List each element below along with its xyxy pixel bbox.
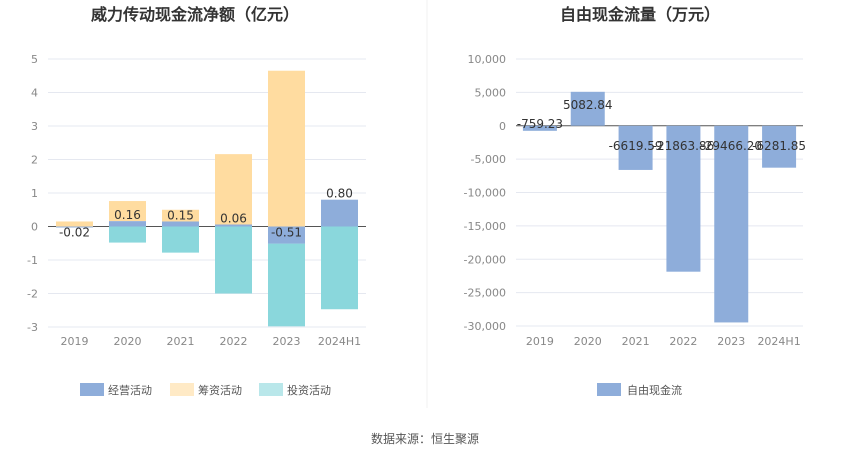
- left-legend-swatch-operating: [80, 383, 104, 396]
- right-chart-title: 自由现金流量（万元）: [560, 5, 720, 24]
- right-legend: 自由现金流: [597, 383, 682, 397]
- left-bar-financing: [215, 154, 252, 225]
- left-y-tick: 2: [31, 154, 38, 167]
- right-y-tick: -10,000: [464, 187, 506, 200]
- right-y-tick: -30,000: [464, 320, 506, 333]
- left-bar-financing: [109, 201, 146, 222]
- right-x-tick: 2022: [669, 335, 697, 348]
- left-x-tick: 2023: [273, 335, 301, 348]
- right-bar: [570, 91, 605, 126]
- right-y-tick: 0: [499, 120, 506, 133]
- left-x-tick: 2022: [220, 335, 248, 348]
- right-x-tick: 2019: [526, 335, 554, 348]
- right-data-label: -21863.86: [653, 139, 715, 153]
- left-bar-operating: [56, 226, 93, 228]
- right-x-tick: 2023: [717, 335, 745, 348]
- right-bar: [522, 125, 557, 131]
- left-bar-financing: [162, 209, 199, 222]
- left-x-tick: 2021: [167, 335, 195, 348]
- right-y-tick: -25,000: [464, 287, 506, 300]
- left-data-label: 0.15: [167, 208, 194, 222]
- right-legend-label: 自由现金流: [627, 383, 682, 397]
- left-legend-label: 经营活动: [108, 383, 152, 397]
- right-y-tick: -5,000: [471, 153, 506, 166]
- right-y-tick: -20,000: [464, 253, 506, 266]
- left-y-tick: 0: [31, 221, 38, 234]
- left-y-tick: 4: [31, 87, 38, 100]
- left-legend-label: 筹资活动: [198, 383, 242, 397]
- left-bar-operating: [215, 224, 252, 227]
- right-data-label: 5082.84: [563, 98, 613, 112]
- left-y-tick: 1: [31, 187, 38, 200]
- left-data-label: 0.80: [326, 187, 353, 201]
- left-legend-swatch-financing: [170, 383, 194, 396]
- left-bar-financing: [268, 70, 305, 227]
- left-bar-operating: [268, 226, 305, 244]
- left-data-label: 0.16: [114, 208, 141, 222]
- left-legend-swatch-investing: [259, 383, 283, 396]
- left-legend-label: 投资活动: [287, 383, 331, 397]
- right-data-label: -6619.59: [609, 139, 663, 153]
- left-bar-investing: [321, 226, 358, 310]
- right-y-tick: 5,000: [475, 86, 507, 99]
- source-note: 数据来源：恒生聚源: [371, 431, 479, 446]
- right-bar: [714, 125, 749, 323]
- right-x-tick: 2024H1: [757, 335, 800, 348]
- left-y-tick: -1: [27, 254, 38, 267]
- left-legend: 经营活动 筹资活动 投资活动: [80, 383, 331, 397]
- left-data-label: -0.02: [59, 226, 90, 240]
- right-bar: [618, 125, 653, 170]
- right-data-label: -759.23: [517, 117, 563, 131]
- right-bar: [666, 125, 701, 272]
- right-chart: 10,000 5,000 0 -5,000 -10,000 -15,000 -20,000 -…: [464, 53, 807, 348]
- left-x-tick: 2024H1: [318, 335, 361, 348]
- left-chart: 5 4 3 2 1 0 -1 -2 -3 -0.02 2019 0.16 2020 0.15 2021 0.0…: [27, 53, 366, 348]
- left-y-tick: -3: [27, 321, 38, 334]
- right-legend-swatch: [597, 383, 621, 396]
- right-y-tick: 10,000: [468, 53, 507, 66]
- left-bar-financing: [56, 221, 93, 227]
- right-data-label: -6281.85: [752, 139, 806, 153]
- left-y-tick: 3: [31, 120, 38, 133]
- left-bar-investing: [215, 226, 252, 294]
- left-bar-investing: [268, 243, 305, 327]
- left-bar-investing: [162, 226, 199, 253]
- right-x-tick: 2021: [622, 335, 650, 348]
- left-bar-operating: [321, 199, 358, 227]
- left-bar-operating: [109, 221, 146, 227]
- right-bar: [762, 125, 797, 168]
- left-chart-title: 威力传动现金流净额（亿元）: [91, 5, 299, 24]
- right-x-tick: 2020: [574, 335, 602, 348]
- left-x-tick: 2019: [61, 335, 89, 348]
- right-y-tick: -15,000: [464, 220, 506, 233]
- left-bar-operating: [162, 221, 199, 227]
- left-y-tick: -2: [27, 288, 38, 301]
- left-data-label: -0.51: [271, 226, 302, 240]
- left-y-tick: 5: [31, 53, 38, 66]
- left-bar-investing: [109, 226, 146, 243]
- right-data-label: -29466.20: [700, 139, 762, 153]
- left-data-label: 0.06: [220, 211, 247, 225]
- left-x-tick: 2020: [114, 335, 142, 348]
